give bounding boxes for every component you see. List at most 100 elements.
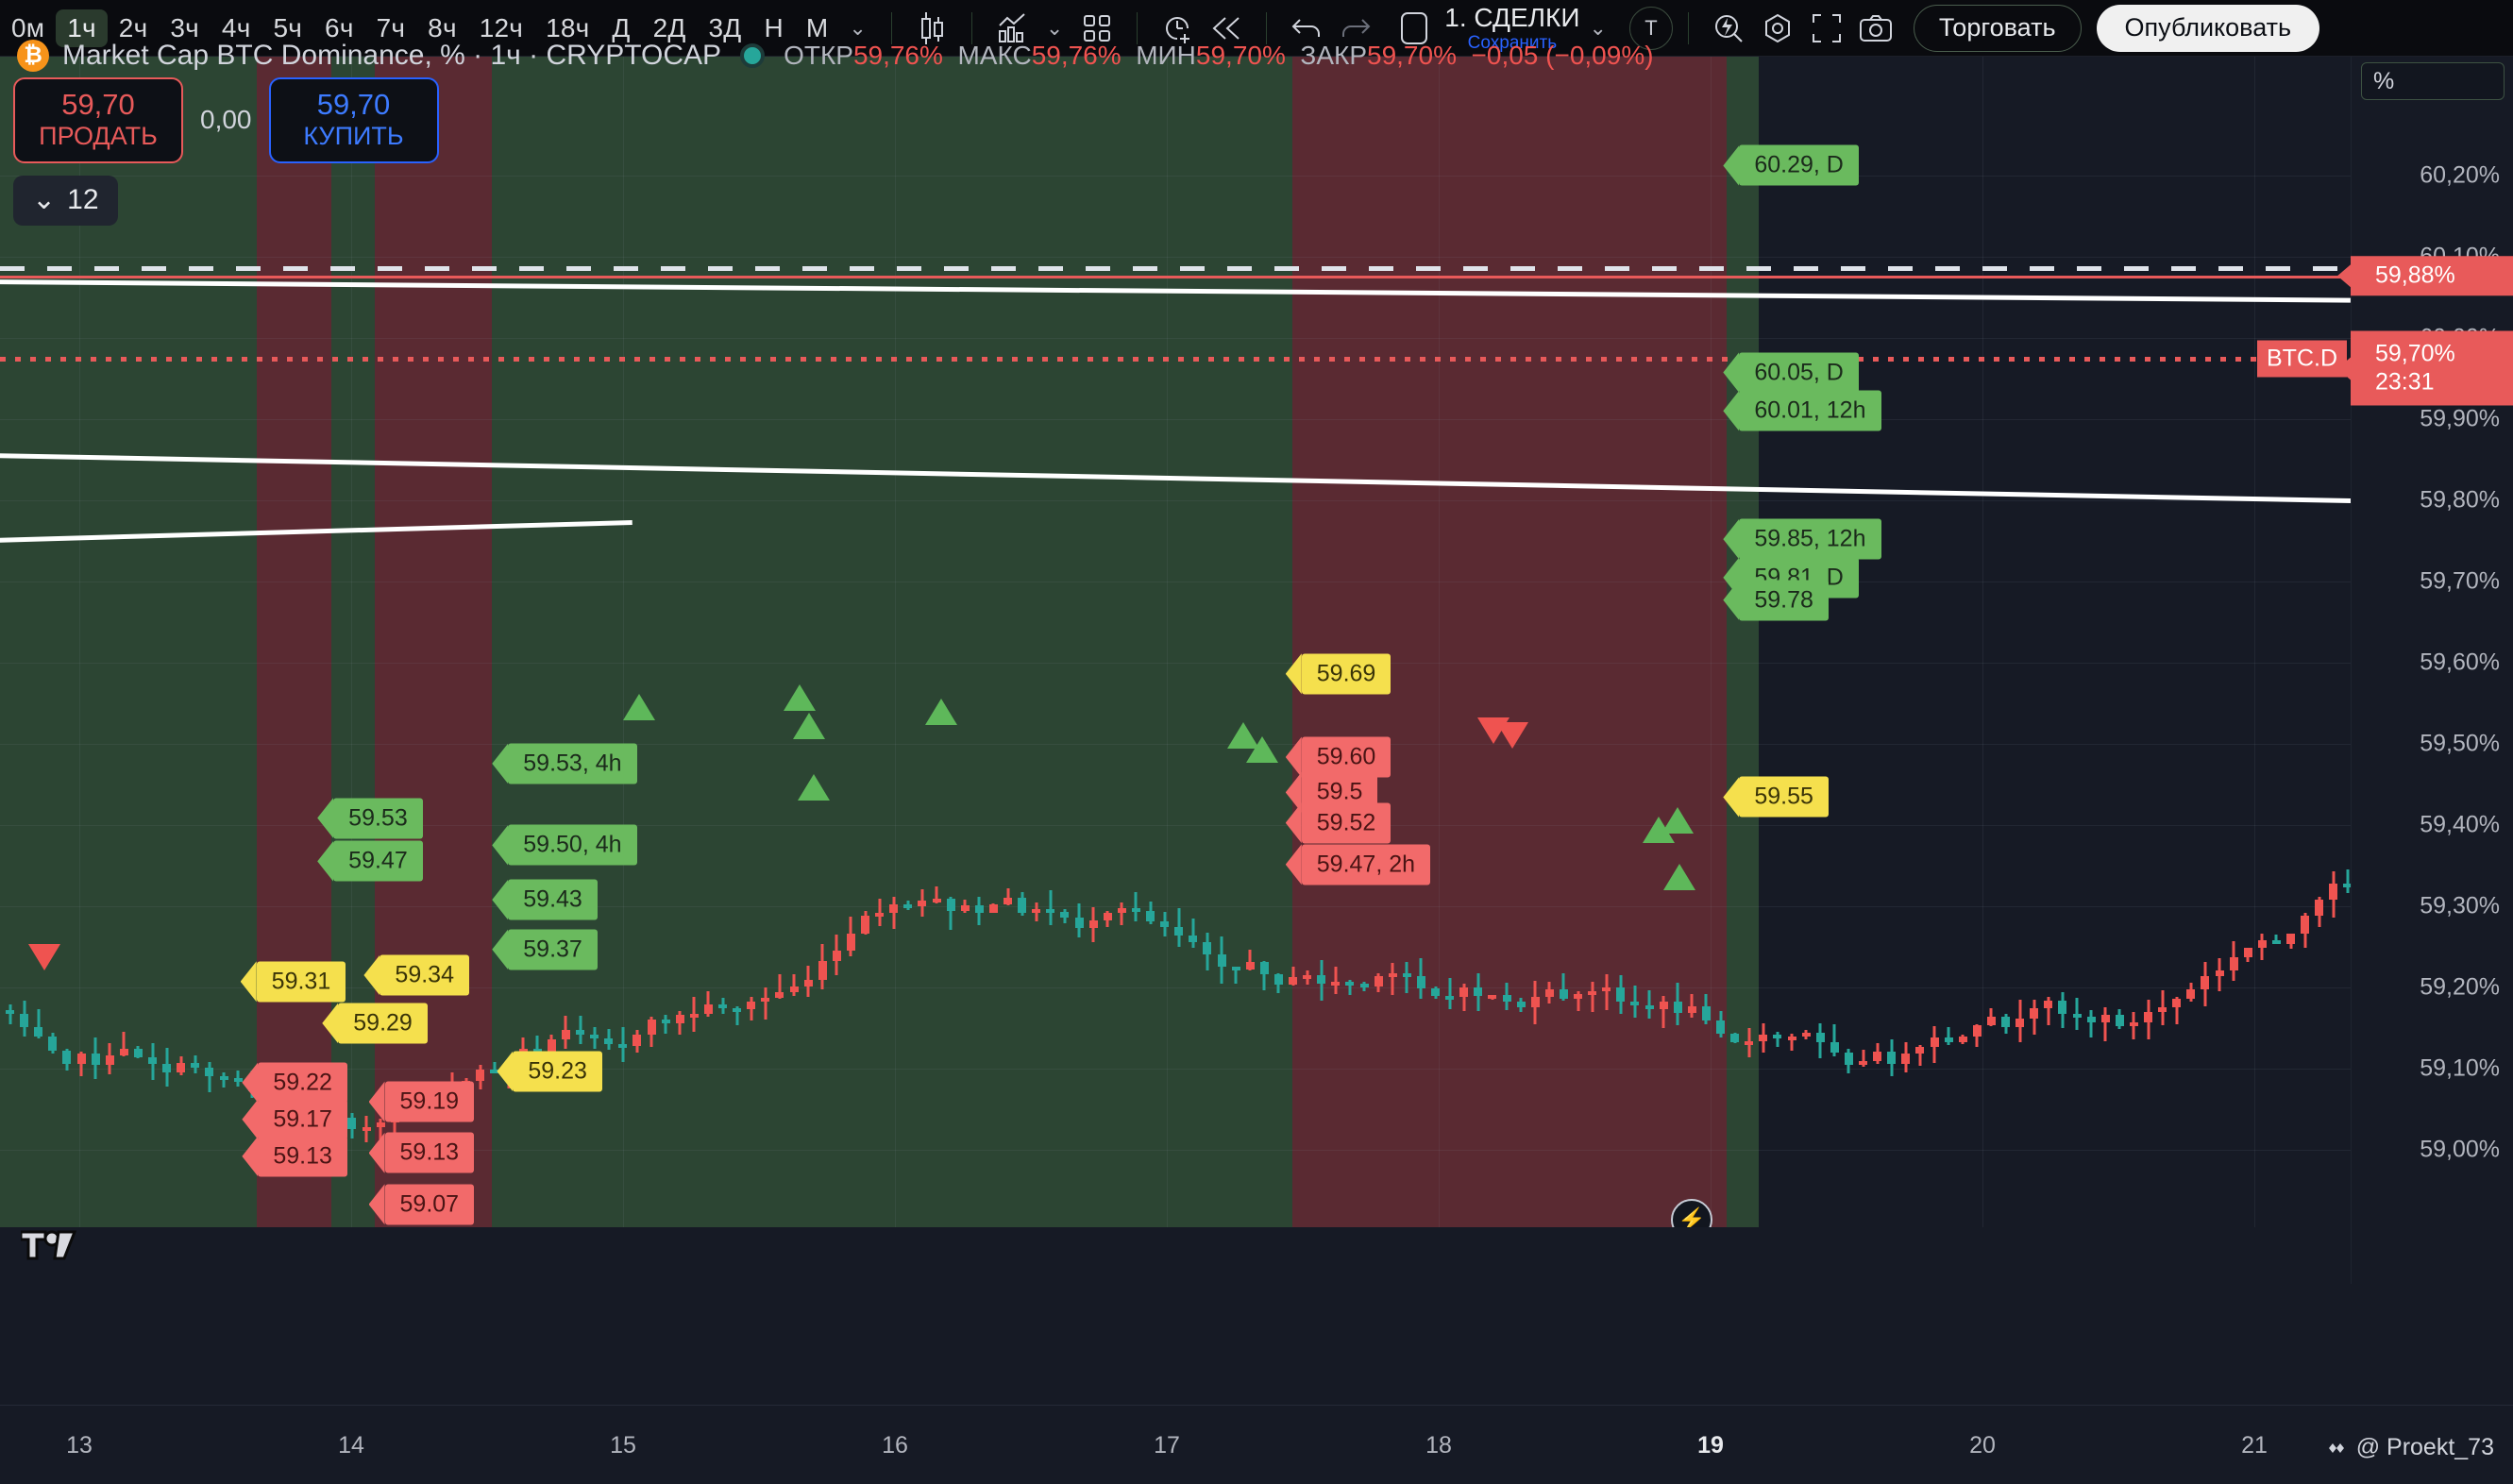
candle: [1972, 1024, 1982, 1048]
candle: [6, 1004, 14, 1024]
chart-layout-name[interactable]: 1. СДЕЛКИ Сохранить: [1444, 4, 1579, 53]
price-level-tag[interactable]: 59.78: [1739, 580, 1829, 621]
last-price-badge[interactable]: 59,70% 23:31: [2351, 330, 2513, 406]
timeframe-М[interactable]: М: [805, 12, 829, 42]
candle: [1117, 902, 1126, 925]
candle: [832, 935, 841, 975]
price-level-tag[interactable]: 59.52: [1301, 802, 1391, 844]
timeframe-2Д[interactable]: 2Д: [652, 12, 686, 42]
candle: [1174, 908, 1184, 948]
timeframe-1ч[interactable]: 1ч: [56, 8, 108, 47]
screenshot-camera-icon[interactable]: [1851, 8, 1900, 49]
sell-button[interactable]: 59,70 ПРОДАТЬ: [13, 77, 183, 163]
fullscreen-icon[interactable]: [1802, 8, 1851, 49]
trade-widget[interactable]: 59,70 ПРОДАТЬ 0,00 59,70 КУПИТЬ: [13, 77, 439, 163]
price-level-tag[interactable]: 59.50, 4h: [508, 824, 637, 866]
price-level-tag[interactable]: 59.85, 12h: [1739, 518, 1881, 560]
layout-chevron-down-icon[interactable]: ⌄: [1589, 15, 1607, 40]
lightning-badge-icon[interactable]: ⚡: [1671, 1199, 1712, 1227]
candle: [946, 897, 955, 930]
quantity-stepper[interactable]: ⌄ 12: [13, 176, 118, 226]
grid-line-vertical: [623, 57, 624, 1227]
price-level-tag[interactable]: 59.17: [258, 1099, 347, 1140]
time-axis[interactable]: 13 14 15 16 17 18 19 20 21 @ Proekt_73: [0, 1405, 2513, 1484]
timeframe-more-chevron-icon[interactable]: ⌄: [849, 15, 867, 40]
timeframe-Н[interactable]: Н: [764, 12, 784, 42]
price-level-tag[interactable]: 59.13: [384, 1132, 475, 1173]
alert-clock-add-icon[interactable]: [1153, 8, 1202, 49]
price-tick: 59,80%: [2420, 486, 2500, 514]
timeframe-2ч[interactable]: 2ч: [118, 12, 148, 42]
candle: [1331, 966, 1341, 994]
candle: [2144, 999, 2152, 1040]
price-axis[interactable]: % 60,20%60,10%60,00%59,90%59,80%59,70%59…: [2257, 57, 2513, 1284]
buy-button[interactable]: 59,70 КУПИТЬ: [268, 77, 439, 163]
price-level-tag[interactable]: 59.34: [379, 954, 469, 996]
zone-green: [492, 57, 1292, 1227]
chart-container[interactable]: 60.29, D 60.05, D 60.01, 12h 59.85, 12h 59.8…: [0, 57, 2513, 1484]
symbol-header[interactable]: ₿ Market Cap BTC Dominance, % · 1ч · CRY…: [17, 40, 1654, 72]
publish-button[interactable]: Опубликовать: [2096, 4, 2320, 52]
price-level-tag[interactable]: 59.47: [333, 840, 423, 882]
price-level-tag[interactable]: 59.13: [258, 1136, 347, 1177]
price-level-tag[interactable]: 59.69: [1301, 653, 1391, 695]
candle: [918, 889, 927, 918]
symbol-title[interactable]: Market Cap BTC Dominance, % · 1ч · CRYPT…: [62, 40, 722, 71]
chart-pane[interactable]: 60.29, D 60.05, D 60.01, 12h 59.85, 12h 59.8…: [0, 57, 2351, 1227]
grid-line-vertical: [895, 57, 896, 1227]
candle: [2243, 947, 2252, 963]
price-level-tag[interactable]: 59.37: [508, 929, 598, 970]
price-level-tag[interactable]: 59.19: [384, 1081, 475, 1122]
trade-button[interactable]: Торговать: [1913, 4, 2082, 52]
undo-icon[interactable]: [1282, 8, 1331, 49]
price-level-tag[interactable]: 60.05, D: [1739, 352, 1859, 393]
price-level-tag[interactable]: 59.31: [256, 961, 346, 1003]
layouts-grid-icon[interactable]: [1072, 8, 1122, 49]
candle: [903, 901, 913, 911]
price-level-tag[interactable]: 59.53: [333, 798, 423, 839]
timeframe-3Д[interactable]: 3Д: [708, 12, 742, 42]
timeframe-Д[interactable]: Д: [612, 12, 631, 42]
price-level-tag[interactable]: 59.47, 2h: [1301, 844, 1431, 885]
timeframe-7ч[interactable]: 7ч: [376, 12, 406, 42]
candle: [62, 1049, 72, 1071]
candle: [205, 1061, 214, 1093]
price-level-tag[interactable]: 59.07: [384, 1184, 475, 1225]
hexagon-settings-icon[interactable]: [1753, 8, 1802, 49]
candlestick-type-icon[interactable]: [907, 8, 956, 49]
fast-alert-bolt-icon[interactable]: [1704, 8, 1753, 49]
candle: [1046, 890, 1055, 926]
timeframe-12ч[interactable]: 12ч: [479, 12, 524, 42]
zone-red: [1291, 57, 1727, 1227]
price-level-tag[interactable]: 59.29: [338, 1003, 428, 1044]
text-tool-button[interactable]: T: [1628, 6, 1673, 50]
redo-icon[interactable]: [1331, 8, 1380, 49]
price-level-tag[interactable]: 59.43: [508, 879, 598, 920]
replay-rewind-icon[interactable]: [1202, 8, 1251, 49]
buy-marker-icon: [793, 713, 825, 739]
timeframe-8ч[interactable]: 8ч: [428, 12, 457, 42]
indicators-chevron-down-icon[interactable]: ⌄: [1045, 15, 1064, 40]
zone-red: [256, 57, 332, 1227]
timeframe-4ч[interactable]: 4ч: [221, 12, 251, 42]
timeframe-6ч[interactable]: 6ч: [325, 12, 354, 42]
price-level-tag[interactable]: 59.22: [258, 1062, 347, 1104]
timeframe-3ч[interactable]: 3ч: [170, 12, 199, 42]
alert-price-badge[interactable]: 59,88%: [2351, 256, 2513, 295]
price-level-tag[interactable]: 59.55: [1739, 776, 1829, 818]
layout-square-icon[interactable]: [1390, 8, 1439, 49]
price-level-tag[interactable]: 59.53, 4h: [508, 743, 637, 784]
quantity-chevron-down-icon[interactable]: ⌄: [32, 184, 57, 215]
price-level-tag[interactable]: 60.01, 12h: [1739, 390, 1881, 431]
buy-marker-icon: [623, 694, 655, 720]
indicators-icon[interactable]: [987, 8, 1037, 49]
price-level-tag[interactable]: 60.29, D: [1739, 144, 1859, 186]
layout-save-link[interactable]: Сохранить: [1467, 32, 1558, 53]
timeframe-18ч[interactable]: 18ч: [546, 12, 590, 42]
price-level-tag[interactable]: 59.60: [1301, 736, 1391, 778]
candle: [1830, 1024, 1839, 1056]
percent-mode-box[interactable]: %: [2361, 62, 2505, 100]
timeframe-0м[interactable]: 0м: [11, 12, 45, 42]
timeframe-5ч[interactable]: 5ч: [273, 12, 303, 42]
price-level-tag[interactable]: 59.23: [513, 1051, 602, 1092]
